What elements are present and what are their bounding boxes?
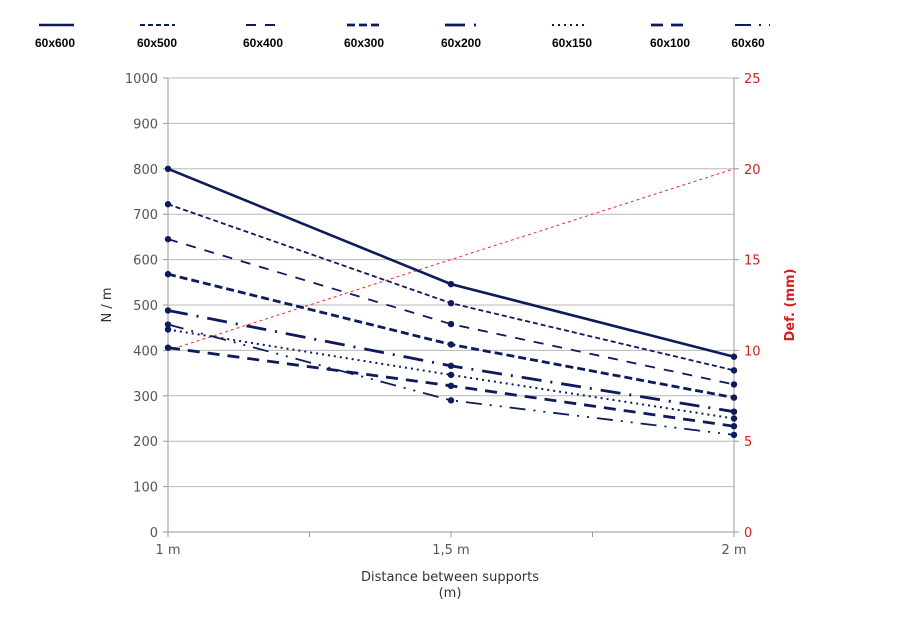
series-60x500 [164, 201, 738, 374]
x-axis-ticks: 1 m 1,5 m 2 m [155, 532, 747, 558]
legend-item: 60x500 [137, 24, 177, 50]
data-point [447, 280, 455, 288]
legend-item: 60x100 [650, 23, 690, 50]
y-tick-label: 400 [133, 344, 158, 359]
legend-label: 60x200 [441, 36, 481, 50]
legend-item: 60x200 [441, 23, 481, 50]
series-60x200 [164, 307, 738, 415]
data-point [164, 270, 172, 278]
data-point [447, 299, 455, 307]
data-point [447, 371, 455, 379]
x-tick-label: 2 m [721, 543, 746, 558]
y2-axis-title: Def. (mm) [783, 269, 798, 342]
y-tick-label: 800 [133, 163, 158, 178]
data-point [164, 201, 172, 208]
data-point [730, 431, 738, 439]
series-line [167, 238, 735, 386]
data-point [730, 415, 738, 422]
legend-label: 60x500 [137, 36, 177, 50]
y2-tick-label: 25 [744, 72, 761, 87]
x-axis-title: Distance between supports [361, 570, 539, 585]
series-group [164, 165, 738, 439]
legend-item: 60x600 [35, 23, 75, 50]
legend-label: 60x150 [552, 36, 592, 50]
series-line [167, 167, 735, 359]
y-tick-label: 900 [133, 117, 158, 132]
series-60x60 [164, 321, 738, 439]
y-tick-label: 1000 [125, 72, 158, 87]
y-tick-label: 100 [133, 481, 158, 496]
legend-item: 60x300 [344, 23, 384, 50]
y2-axis-ticks: 0 5 10 15 20 25 [734, 72, 761, 541]
y2-tick-label: 0 [744, 526, 752, 541]
data-point [164, 321, 172, 328]
y-tick-label: 300 [133, 390, 158, 405]
y2-tick-label: 15 [744, 254, 761, 269]
x-tick-label: 1,5 m [432, 543, 469, 558]
y-tick-label: 0 [150, 526, 158, 541]
data-point [164, 344, 172, 351]
y-tick-label: 700 [133, 208, 158, 223]
data-point [447, 397, 455, 404]
data-point [447, 362, 455, 370]
series-60x600 [164, 165, 738, 360]
legend-item: 60x400 [243, 24, 283, 50]
y2-tick-label: 5 [744, 435, 752, 450]
x-tick-label: 1 m [155, 543, 180, 558]
series-60x400 [164, 235, 738, 388]
data-point [447, 320, 455, 328]
y2-tick-label: 10 [744, 344, 761, 359]
legend-label: 60x400 [243, 36, 283, 50]
legend-item: 60x60 [731, 24, 770, 50]
series-60x100 [164, 344, 738, 430]
legend-label: 60x60 [731, 36, 765, 50]
legend: 60x600 60x500 60x400 60x300 60x200 60x150 60x1… [35, 23, 770, 50]
y-tick-label: 200 [133, 435, 158, 450]
series-60x150 [164, 326, 738, 422]
data-point [730, 381, 738, 388]
legend-label: 60x300 [344, 36, 384, 50]
data-point [164, 165, 172, 172]
data-point [164, 307, 172, 314]
data-point [730, 367, 738, 374]
data-point [447, 382, 455, 390]
legend-label: 60x100 [650, 36, 690, 50]
legend-item: 60x150 [552, 24, 592, 50]
series-60x300 [164, 270, 738, 401]
x-axis-title-unit: (m) [439, 586, 462, 601]
y-tick-label: 500 [133, 299, 158, 314]
y-tick-label: 600 [133, 254, 158, 269]
data-point [730, 423, 738, 430]
y-axis-title: N / m [100, 287, 115, 322]
data-point [164, 235, 172, 243]
data-point [164, 326, 172, 333]
y-axis-ticks: 0 100 200 300 400 500 600 700 800 900 1000 [125, 72, 168, 541]
series-line [167, 323, 735, 436]
legend-label: 60x600 [35, 36, 75, 50]
data-point [730, 408, 738, 415]
data-point [730, 394, 738, 401]
data-point [447, 341, 455, 348]
y2-tick-label: 20 [744, 163, 761, 178]
data-point [730, 353, 738, 360]
